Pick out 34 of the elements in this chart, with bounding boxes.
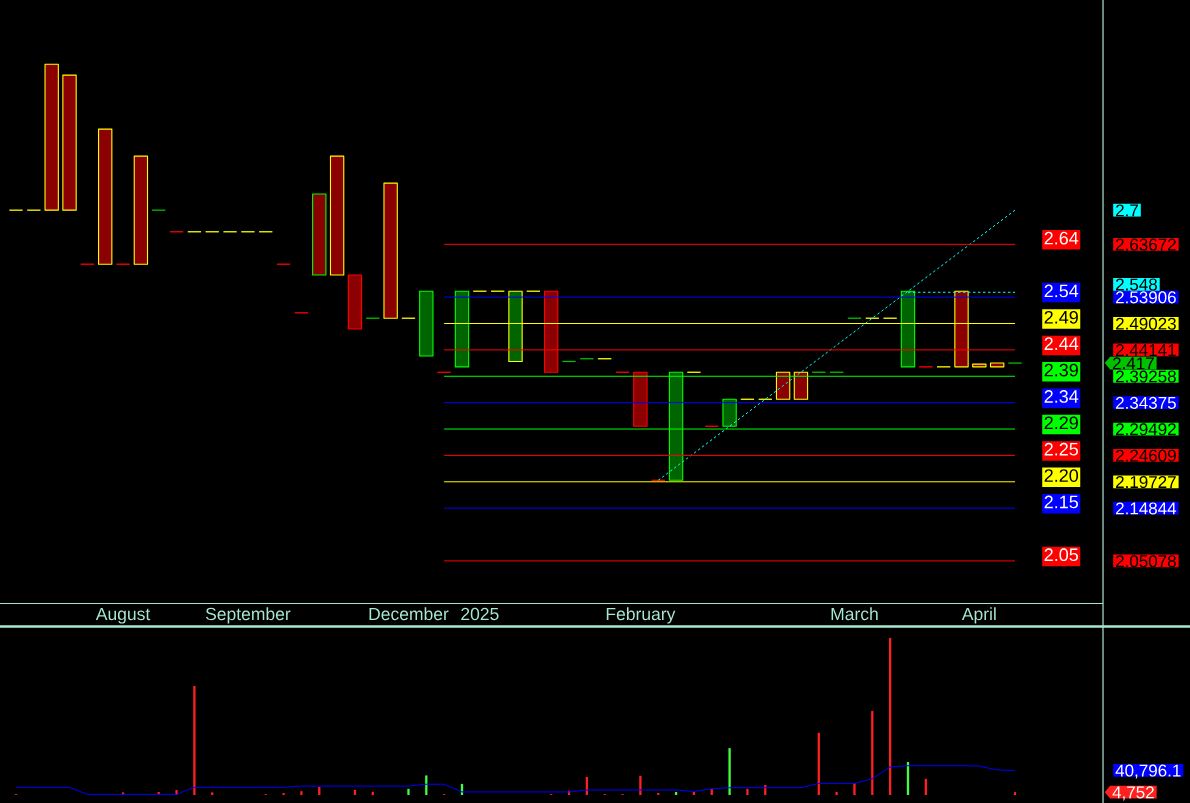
x-tick-label: September — [205, 607, 291, 624]
x-tick-label: 2025 — [461, 607, 499, 621]
y-tick-label: 2.417 — [1112, 357, 1154, 370]
legend-label: 2.44 — [1044, 337, 1079, 350]
y-tick-label: 4,752 — [1112, 786, 1154, 801]
text: 2.548 — [1116, 278, 1157, 291]
y-tick-label: 2.14844 — [1116, 502, 1177, 515]
legend-label: 2.64 — [1044, 231, 1079, 245]
legend-label: 2.05 — [1044, 548, 1078, 562]
y-tick-label: 2.44141 — [1116, 344, 1176, 356]
legend-label: 2.25 — [1044, 442, 1078, 456]
y-tick-label: 2.53906 — [1116, 291, 1176, 304]
y-tick-label: 2.7 — [1116, 204, 1138, 217]
y-tick-label: 2.24609 — [1116, 449, 1176, 462]
y-tick-label: 2.29492 — [1116, 423, 1176, 436]
y-tick-label: 2.19727 — [1116, 476, 1176, 489]
x-tick-label: August — [95, 607, 151, 624]
x-tick-label: April — [961, 607, 996, 624]
legend-label: 2.49 — [1044, 310, 1078, 324]
legend-label: 2.39 — [1044, 363, 1078, 377]
y-tick-label: 2.34375 — [1116, 396, 1176, 409]
y-tick-label: 2.39258 — [1116, 370, 1176, 383]
x-tick-label: March — [831, 607, 878, 621]
y-tick-label: 2.49023 — [1116, 317, 1176, 330]
legend-label: 2.20 — [1044, 469, 1079, 482]
legend-label: 2.29 — [1044, 416, 1078, 430]
legend-label: 2.34 — [1044, 390, 1079, 403]
x-tick-label: December — [369, 607, 449, 621]
x-tick-label: February — [606, 607, 676, 624]
legend-label: 2.15 — [1044, 495, 1078, 509]
y-tick-label: 2.05078 — [1116, 555, 1176, 568]
legend-label: 2.54 — [1044, 284, 1079, 298]
y-tick-label: 40,796.1 — [1115, 764, 1181, 779]
y-tick-label: 2.63672 — [1116, 238, 1176, 251]
